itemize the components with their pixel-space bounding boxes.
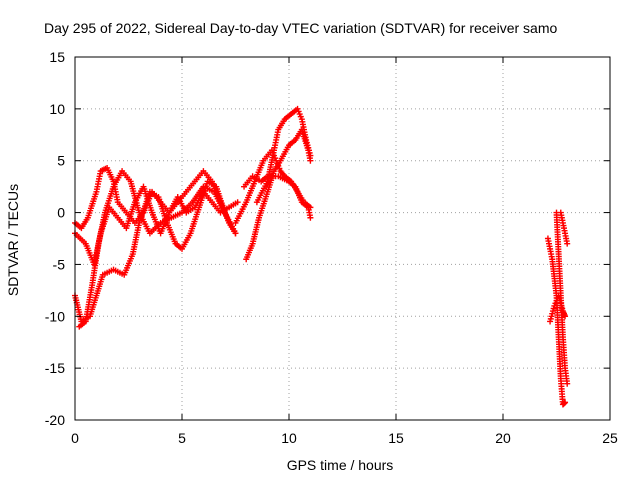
data-markers <box>72 105 571 408</box>
series-track-3 <box>76 168 228 330</box>
x-tick-label: 25 <box>602 430 618 446</box>
y-tick-label: 15 <box>49 49 65 65</box>
x-tick-label: 10 <box>281 430 297 446</box>
x-tick-label: 5 <box>178 430 186 446</box>
data-point-marker <box>564 240 571 247</box>
data-point-marker <box>307 152 314 159</box>
series-track-6 <box>241 173 314 221</box>
series-track-4 <box>72 164 239 237</box>
data-point-marker <box>564 380 571 387</box>
x-tick-label: 20 <box>495 430 511 446</box>
data-point-marker <box>562 313 569 320</box>
x-tick-label: 0 <box>71 430 79 446</box>
series-track-8 <box>232 147 314 226</box>
y-tick-label: 10 <box>49 101 65 117</box>
plot-frame <box>74 56 611 421</box>
data-point-marker <box>234 199 241 206</box>
series-track-5 <box>243 126 314 263</box>
x-tick-label: 15 <box>388 430 404 446</box>
data-point-marker <box>307 157 314 164</box>
y-tick-label: -10 <box>45 308 65 324</box>
gridlines <box>75 57 610 420</box>
data-point-marker <box>307 214 314 221</box>
x-axis-label: GPS time / hours <box>287 457 394 473</box>
y-tick-label: -20 <box>45 412 65 428</box>
series-track-11 <box>553 209 571 387</box>
y-axis-label: SDTVAR / TECUs <box>5 184 21 296</box>
y-tick-label: -15 <box>45 360 65 376</box>
y-tick-label: -5 <box>53 256 66 272</box>
data-point-marker <box>232 230 239 237</box>
axis-ticks: 0 5 10 15 20 25 -20 -15 -10 -5 0 5 10 15 <box>45 49 618 446</box>
y-tick-label: 5 <box>57 153 65 169</box>
y-tick-label: 0 <box>57 205 65 221</box>
series-track-12 <box>557 209 571 247</box>
data-point-marker <box>562 399 569 406</box>
chart-title: Day 295 of 2022, Sidereal Day-to-day VTE… <box>44 20 557 36</box>
data-point-marker <box>307 204 314 211</box>
